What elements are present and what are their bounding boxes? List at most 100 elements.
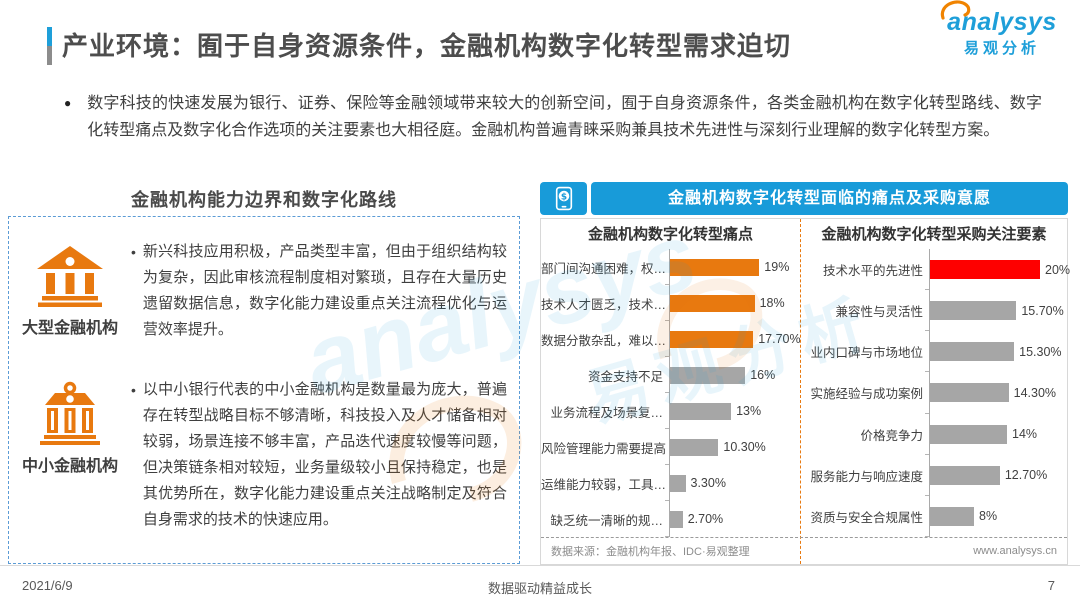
bar — [670, 294, 755, 312]
left-panel-title: 金融机构能力边界和数字化路线 — [131, 190, 397, 210]
bar-plot-area: 18% — [665, 285, 800, 321]
chart-row: 服务能力与响应速度 12.70% — [801, 454, 1067, 496]
bar-plot-area: 19% — [665, 249, 800, 285]
large-bank-icon — [37, 246, 103, 307]
right-panel-title: 金融机构数字化转型面临的痛点及采购意愿 — [591, 182, 1068, 215]
value-label: 18% — [759, 296, 785, 310]
bar-plot-area: 3.30% — [665, 465, 800, 501]
bar-plot-area: 14% — [925, 413, 1067, 455]
bar — [670, 330, 754, 348]
small-institution-text: 以中小银行代表的中小金融机构是数量最为庞大，普遍存在转型战略目标不够清晰，科技投… — [142, 381, 507, 528]
chart-row: 资质与安全合规属性 8% — [801, 495, 1067, 538]
value-label: 15.30% — [1019, 344, 1062, 359]
right-panel: $ 金融机构数字化转型面临的痛点及采购意愿 金融机构数字化转型痛点 部门间沟通困… — [540, 182, 1071, 565]
value-label: 12.70% — [1004, 468, 1048, 483]
chart-row: 兼容性与灵活性 15.70% — [801, 290, 1067, 332]
category-label: 部门间沟通困难，权… — [541, 261, 667, 276]
category-label: 数据分散杂乱，难以… — [541, 333, 667, 348]
svg-text:$: $ — [560, 192, 566, 202]
bar-plot-area: 12.70% — [925, 454, 1067, 496]
footer-date: 2021/6/9 — [22, 578, 73, 593]
bar-plot-area: 10.30% — [665, 429, 800, 465]
chart-row: 数据分散杂乱，难以… 17.70% — [541, 321, 801, 357]
bar — [930, 342, 1015, 362]
bar — [670, 402, 732, 420]
bar-plot-area: 20% — [924, 249, 1071, 291]
page-title: 产业环境：囿于自身资源条件，金融机构数字化转型需求迫切 — [62, 31, 792, 61]
value-label: 19% — [764, 260, 790, 274]
mobile-payment-icon: $ — [540, 182, 587, 215]
category-label: 缺乏统一清晰的规… — [550, 513, 663, 528]
category-label: 资质与安全合规属性 — [810, 510, 923, 525]
value-label: 14% — [1012, 427, 1038, 442]
large-institution-label: 大型金融机构 — [21, 320, 118, 337]
chart-source-row: 数据来源：金融机构年报、IDC·易观整理 www.analysys.cn — [541, 537, 1067, 564]
bar — [670, 366, 746, 384]
footer-slogan: 数据驱动精益成长 — [487, 581, 592, 596]
intro-text: 数字科技的快速发展为银行、证券、保险等金融领域带来较大的创新空间，囿于自身资源条… — [87, 95, 1042, 139]
right-panel-header: $ 金融机构数字化转型面临的痛点及采购意愿 — [540, 182, 1068, 215]
intro-paragraph: ● 数字科技的快速发展为银行、证券、保险等金融领域带来较大的创新空间，囿于自身资… — [64, 90, 1042, 144]
chart-row: 运维能力较弱，工具… 3.30% — [541, 465, 800, 501]
value-label: 15.70% — [1021, 303, 1064, 318]
bar-plot-area: 14.30% — [925, 372, 1067, 414]
item-bullet: • — [131, 382, 136, 398]
small-institution-label: 中小金融机构 — [21, 458, 118, 475]
bar — [930, 301, 1017, 321]
bar-plot-area: 8% — [925, 495, 1067, 538]
category-label: 实施经验与成功案例 — [810, 387, 923, 402]
category-label: 技术水平的先进性 — [822, 264, 923, 279]
category-label: 资金支持不足 — [587, 369, 663, 384]
value-label: 20% — [1045, 262, 1071, 277]
charts-container: 金融机构数字化转型痛点 部门间沟通困难，权… 19% 技术人才匮乏，技术… 18% 数据… — [540, 218, 1071, 565]
logo-swirl-icon — [940, 0, 971, 20]
value-label: 17.70% — [758, 332, 801, 346]
chart-row: 缺乏统一清晰的规… 2.70% — [541, 501, 800, 537]
bar-plot-area: 13% — [665, 393, 800, 429]
category-label: 服务能力与响应速度 — [810, 469, 923, 484]
bar — [670, 474, 686, 492]
category-label: 业内口碑与市场地位 — [810, 346, 923, 361]
large-institution-item: 大型金融机构 • 新兴科技应用积极，产品类型丰富，但由于组织结构较为复杂，因此审… — [9, 239, 519, 343]
pain-chart-title: 金融机构数字化转型痛点 — [587, 226, 753, 243]
category-label: 技术人才匮乏，技术… — [541, 297, 667, 312]
chart-row: 风险管理能力需要提高 10.30% — [541, 429, 800, 465]
chart-row: 技术人才匮乏，技术… 18% — [541, 285, 800, 321]
purchase-factors-chart: 金融机构数字化转型采购关注要素 技术水平的先进性 20% 兼容性与灵活性 15.70%… — [800, 219, 1071, 564]
left-panel-box: 大型金融机构 • 新兴科技应用积极，产品类型丰富，但由于组织结构较为复杂，因此审… — [8, 216, 520, 564]
purchase-chart-title: 金融机构数字化转型采购关注要素 — [821, 226, 1047, 243]
bar — [930, 506, 974, 526]
analysys-logo: analysys 易观分析 — [940, 0, 1062, 58]
title-block: 产业环境：囿于自身资源条件，金融机构数字化转型需求迫切 — [47, 27, 791, 65]
title-accent-bar — [47, 27, 52, 65]
website-text: www.analysys.cn — [973, 545, 1057, 557]
bar-plot-area: 16% — [665, 357, 800, 393]
bar — [930, 465, 1000, 485]
slide-footer: 2021/6/9 数据驱动精益成长 7 — [0, 565, 1080, 608]
value-label: 2.70% — [687, 512, 724, 526]
bar-plot-area: 2.70% — [665, 501, 800, 537]
chart-row: 价格竞争力 14% — [801, 413, 1067, 455]
value-label: 16% — [750, 368, 776, 382]
value-label: 13% — [736, 404, 762, 418]
category-label: 运维能力较弱，工具… — [541, 477, 667, 492]
logo-sub-text: 易观分析 — [963, 40, 1040, 57]
chart-row: 技术水平的先进性 20% — [801, 249, 1071, 291]
bar-plot-area: 15.70% — [925, 290, 1067, 332]
category-label: 价格竞争力 — [860, 428, 923, 443]
bar — [670, 510, 683, 528]
category-label: 业务流程及场景复… — [550, 405, 663, 420]
chart-row: 部门间沟通困难，权… 19% — [541, 249, 800, 285]
large-institution-text: 新兴科技应用积极，产品类型丰富，但由于组织结构较为复杂，因此审核流程制度相对繁琐… — [142, 243, 507, 338]
item-bullet: • — [131, 244, 136, 260]
chart-row: 业务流程及场景复… 13% — [541, 393, 800, 429]
bar — [930, 424, 1007, 444]
pain-points-chart: 金融机构数字化转型痛点 部门间沟通困难，权… 19% 技术人才匮乏，技术… 18% 数据… — [541, 219, 801, 564]
small-bank-icon — [40, 381, 100, 445]
page-number: 7 — [1047, 578, 1055, 593]
bullet-icon: ● — [64, 96, 72, 110]
chart-row: 实施经验与成功案例 14.30% — [801, 372, 1067, 414]
data-source-text: 数据来源：金融机构年报、IDC·易观整理 — [551, 546, 750, 558]
chart-row: 业内口碑与市场地位 15.30% — [801, 331, 1067, 373]
